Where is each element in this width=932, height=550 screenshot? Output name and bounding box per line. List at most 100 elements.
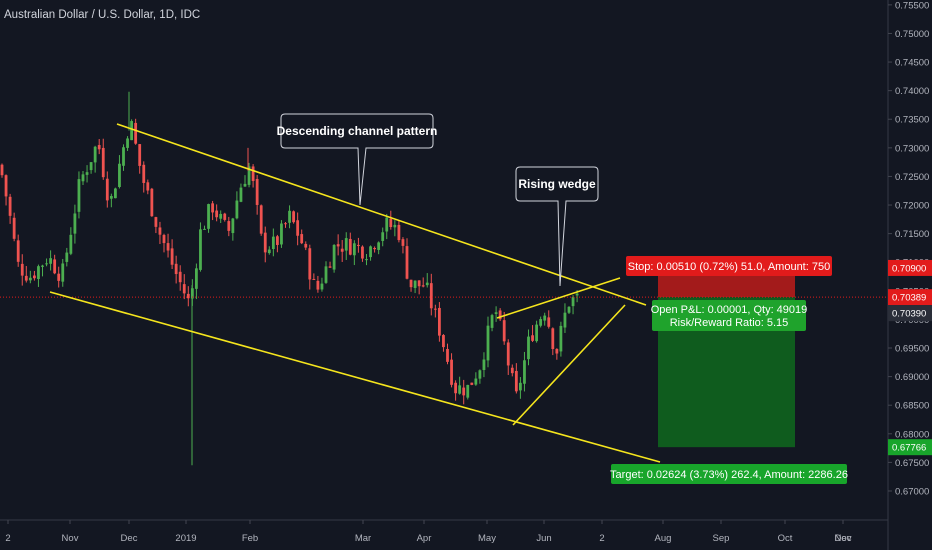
candle-body [490,315,494,328]
candle-body [114,188,117,199]
price-tick-label: 0.75500 [895,0,929,11]
candle-body [33,275,36,279]
open-pl-box: Open P&L: 0.00001, Qty: 49019Risk/Reward… [651,300,808,331]
candle-body [247,166,251,185]
rising-wedge-callout: Rising wedge [515,166,599,287]
candle-body [288,210,291,223]
candle-body [235,200,239,219]
candle-body [559,325,563,352]
candle-body [101,147,105,178]
drawings-layer: Descending channel pattern Rising wedge St… [0,113,888,484]
candle-body [446,348,449,362]
price-axis-tag-bg [888,259,932,276]
candle-body [199,229,202,270]
candle-body [348,238,352,255]
price-tick-label: 0.68500 [895,401,929,412]
price-tick-label: 0.71500 [895,229,929,240]
candle-body [142,164,146,183]
candle-body [251,166,255,182]
candle-body [81,174,85,182]
candle-body [531,335,534,341]
candle-body [239,187,243,202]
candle-body [304,243,308,248]
candle-body [389,218,393,228]
candle-body [61,263,65,282]
candle-body [547,317,551,327]
price-tick-label: 0.74000 [895,86,929,97]
open-pl-text: Open P&L: 0.00001, Qty: 49019 [651,304,808,316]
price-axis-tag-text: 0.67766 [892,443,926,454]
price-axis-tag-text: 0.70900 [892,263,926,274]
candle-body [182,284,186,294]
price-tick-label: 0.67000 [895,486,929,497]
price-axis-tag-bg [888,289,932,306]
candle-body [126,138,129,148]
candle-body [8,196,12,216]
price-tick-label: 0.75000 [895,29,929,40]
candle-body [158,227,162,235]
candle-body [393,224,397,228]
candle-body [122,147,125,166]
candle-body [300,234,304,244]
open-pl-bg [652,300,806,331]
candle-body [425,282,429,286]
candle-body [438,307,441,336]
candle-body [85,172,89,175]
candle-body [259,205,263,234]
candle-body [417,280,421,287]
price-tick-label: 0.73500 [895,115,929,126]
candle-body [527,336,530,360]
callout-bubble [280,113,434,206]
time-tick-label: Oct [778,533,793,544]
candle-body [170,248,174,265]
price-tick-label: 0.69000 [895,372,929,383]
candle-body [57,273,61,281]
candle-body [146,182,150,191]
time-tick-label: Nov [835,533,852,544]
time-tick-label: 2019 [175,533,196,544]
price-tick-label: 0.72000 [895,201,929,212]
price-tick-label: 0.68000 [895,429,929,440]
candle-body [219,213,223,219]
price-tick-label: 0.74500 [895,58,929,69]
candle-body [340,248,344,252]
candle-body [466,384,470,398]
risk-reward-text: Risk/Reward Ratio: 5.15 [670,317,789,329]
candle-body [223,213,227,220]
candle-body [69,234,73,254]
price-axis-tag: 0.70900 [888,259,932,276]
time-tick-label: May [478,533,496,544]
price-axis-tag: 0.70389 [888,289,932,306]
candle-body [243,183,247,187]
candle-body [494,312,498,314]
channel-upper-line [116,123,647,306]
candle-body [413,280,417,288]
time-tick-label: Feb [242,533,258,544]
candle-body [45,263,48,265]
candle-body [296,220,300,236]
candle-body [555,348,559,354]
callout-text: Descending channel pattern [277,124,438,138]
candle-body [195,268,198,289]
price-tick-label: 0.69500 [895,344,929,355]
chart-title: Australian Dollar / U.S. Dollar, 1D, IDC [4,9,200,21]
candle-body [567,306,571,313]
candle-body [539,319,543,326]
price-tick-label: 0.67500 [895,458,929,469]
target-label-text: Target: 0.02624 (3.73%) 262.4, Amount: 2… [610,469,848,481]
candle-body [263,232,267,253]
candle-body [523,360,526,384]
candle-body [519,382,522,391]
channel-lower-line [49,291,661,463]
candle-body [37,266,40,279]
candle-body [369,246,372,258]
candle-body [397,224,401,241]
price-axis-tag-bg [888,305,932,322]
candle-body [271,236,275,249]
candle-body [109,196,113,199]
candle-body [292,211,295,223]
candle-body [312,278,316,280]
price-axis-tag-text: 0.70390 [892,309,926,320]
candle-body [320,283,324,290]
